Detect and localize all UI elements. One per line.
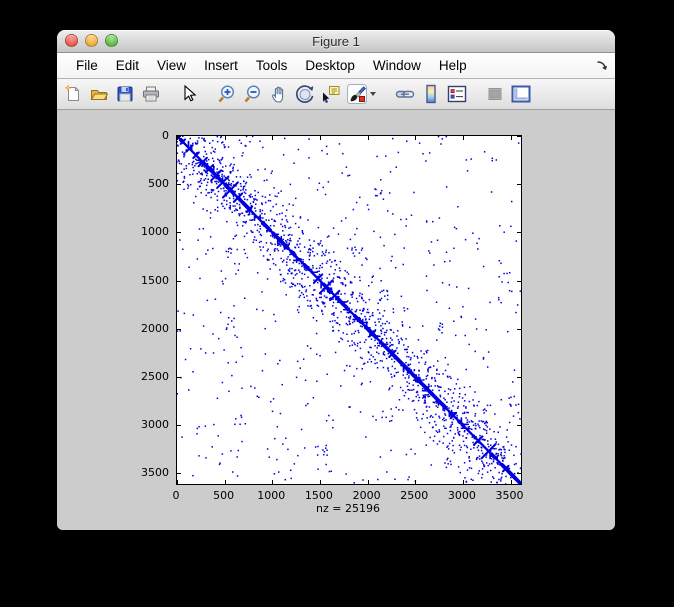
- x-tick-label: 2000: [352, 489, 381, 502]
- open-file-icon: [90, 90, 109, 100]
- brush-data-icon: [347, 84, 367, 104]
- y-tick-label: 2000: [141, 321, 169, 335]
- save-figure-button[interactable]: [115, 84, 135, 104]
- zoom-out-button[interactable]: [243, 84, 263, 104]
- menu-bar: File Edit View Insert Tools Desktop Window Help: [57, 53, 615, 79]
- zoom-out-icon: [244, 85, 261, 103]
- show-plot-tools-icon: [511, 85, 531, 103]
- close-button[interactable]: [65, 34, 78, 47]
- menu-edit[interactable]: Edit: [115, 58, 140, 73]
- x-tick-label: 1000: [257, 489, 286, 502]
- brush-data-dropdown-caret[interactable]: [370, 92, 376, 96]
- plot-box: [176, 135, 522, 485]
- menu-insert[interactable]: Insert: [204, 58, 238, 73]
- x-tick-label: 1500: [304, 489, 333, 502]
- y-tick-label: 500: [148, 177, 169, 191]
- x-tick-label: 3500: [495, 489, 524, 502]
- insert-colorbar-button[interactable]: [421, 84, 441, 104]
- link-plot-button[interactable]: [395, 84, 415, 104]
- figure-window: Figure 1 File Edit View Insert Tools Desktop W…: [57, 30, 615, 530]
- edit-plot-button[interactable]: [179, 84, 199, 104]
- rotate-3d-icon: [295, 85, 314, 103]
- title-bar[interactable]: Figure 1: [57, 30, 615, 53]
- new-figure-icon: [64, 84, 79, 101]
- figure-canvas-area: nz = 25196 0 500 1000 1500 2000 2500 3000 3500 0…: [57, 110, 615, 530]
- menu-file[interactable]: File: [76, 58, 98, 73]
- traffic-lights: [57, 34, 118, 47]
- menu-window[interactable]: Window: [372, 58, 421, 73]
- y-tick-label: 3000: [141, 418, 169, 432]
- rotate-3d-button[interactable]: [295, 84, 315, 104]
- x-tick-label: 0: [172, 489, 180, 502]
- new-figure-button[interactable]: [63, 84, 83, 104]
- print-figure-icon: [143, 86, 159, 102]
- hide-plot-tools-button: [485, 84, 505, 104]
- hide-plot-tools-icon: [488, 88, 502, 100]
- menu-items: File Edit View Insert Tools Desktop Window Help: [67, 53, 476, 78]
- save-figure-icon: [117, 86, 133, 102]
- y-tick-label: 3500: [141, 466, 169, 480]
- spy-plot-canvas[interactable]: [177, 136, 521, 484]
- data-cursor-button[interactable]: [321, 84, 341, 104]
- y-tick-label: 2500: [141, 369, 169, 383]
- axes: nz = 25196 0 500 1000 1500 2000 2500 3000 3500 0…: [141, 129, 524, 515]
- zoom-in-button[interactable]: [217, 84, 237, 104]
- toolbar: [57, 79, 615, 110]
- pan-button[interactable]: [269, 84, 289, 104]
- x-tick-label: 3000: [447, 489, 476, 502]
- dock-arrow-icon[interactable]: [596, 60, 608, 72]
- minimize-button[interactable]: [85, 34, 98, 47]
- link-plot-icon: [395, 90, 415, 98]
- insert-legend-button[interactable]: [447, 84, 467, 104]
- zoom-button[interactable]: [105, 34, 118, 47]
- y-tick-label: 1500: [141, 273, 169, 287]
- y-tick-label: 0: [162, 129, 169, 142]
- insert-colorbar-icon: [426, 84, 436, 104]
- x-tick-label: 500: [213, 489, 235, 502]
- y-tick-label: 1000: [141, 225, 169, 239]
- open-file-button[interactable]: [89, 84, 109, 104]
- menu-desktop[interactable]: Desktop: [305, 58, 355, 73]
- print-figure-button[interactable]: [141, 84, 161, 104]
- menu-view[interactable]: View: [157, 58, 187, 73]
- menu-tools[interactable]: Tools: [255, 58, 288, 73]
- show-plot-tools-button[interactable]: [511, 84, 531, 104]
- brush-data-button[interactable]: [347, 84, 367, 104]
- x-tick-label: 2500: [400, 489, 429, 502]
- menu-help[interactable]: Help: [438, 58, 467, 73]
- x-axis-label: nz = 25196: [316, 502, 380, 515]
- window-title: Figure 1: [312, 33, 360, 49]
- data-cursor-icon: [323, 86, 340, 103]
- edit-plot-icon: [184, 84, 197, 102]
- pan-icon: [272, 86, 284, 103]
- zoom-in-icon: [218, 85, 235, 103]
- insert-legend-icon: [447, 85, 467, 103]
